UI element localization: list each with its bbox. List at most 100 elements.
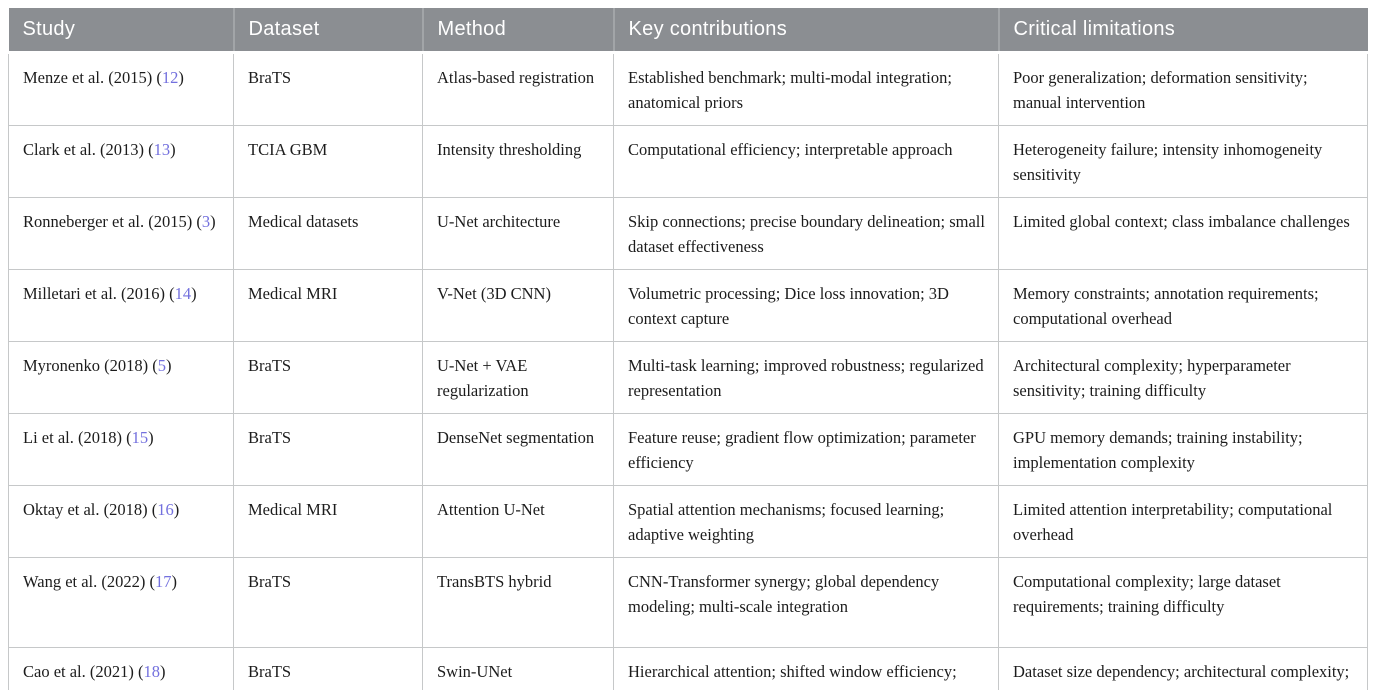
table-row: Wang et al. (2022) (17) BraTS TransBTS h…	[8, 556, 1368, 648]
citation-open-paren: (	[138, 661, 144, 681]
table-row: Cao et al. (2021) (18) BraTS Swin-UNet H…	[8, 646, 1368, 690]
method-cell: Swin-UNet	[422, 646, 614, 690]
citation-close-paren: )	[210, 211, 216, 231]
table-row: Ronneberger et al. (2015) (3) Medical da…	[8, 196, 1368, 270]
column-header-key-contributions: Key contributions	[612, 8, 999, 54]
citation-open-paren: (	[151, 499, 158, 519]
contributions-cell: Spatial attention mechanisms; focused le…	[613, 484, 999, 558]
limitations-cell: Memory constraints; annotation requireme…	[998, 268, 1368, 342]
citation-link[interactable]: 3	[201, 211, 211, 231]
table-row: Clark et al. (2013) (13) TCIA GBM Intens…	[8, 124, 1368, 198]
method-cell: DenseNet segmentation	[422, 412, 614, 486]
citation-close-paren: )	[160, 661, 166, 681]
citation-open-paren: (	[148, 139, 154, 159]
contributions-cell: CNN-Transformer synergy; global dependen…	[613, 556, 999, 648]
dataset-cell: BraTS	[233, 340, 423, 414]
table-body: Menze et al. (2015) (12) BraTS Atlas-bas…	[8, 51, 1368, 690]
dataset-cell: Medical MRI	[233, 268, 423, 342]
method-cell: Attention U-Net	[422, 484, 614, 558]
study-text: Ronneberger et al. (2015)	[23, 211, 193, 231]
limitations-cell: Heterogeneity failure; intensity inhomog…	[998, 124, 1368, 198]
header-row: Study Dataset Method Key contributions C…	[8, 8, 1368, 54]
table-row: Myronenko (2018) (5) BraTS U-Net + VAE r…	[8, 340, 1368, 414]
study-cell: Ronneberger et al. (2015) (3)	[8, 196, 234, 270]
citation-link[interactable]: 17	[155, 571, 172, 591]
column-header-dataset: Dataset	[232, 8, 423, 54]
study-cell: Oktay et al. (2018) (16)	[8, 484, 234, 558]
dataset-cell: Medical datasets	[233, 196, 423, 270]
study-cell: Menze et al. (2015) (12)	[8, 51, 234, 126]
dataset-cell: Medical MRI	[233, 484, 423, 558]
citation-close-paren: )	[148, 427, 154, 447]
table-header: Study Dataset Method Key contributions C…	[8, 8, 1368, 54]
study-cell: Clark et al. (2013) (13)	[8, 124, 234, 198]
citation-open-paren: (	[156, 67, 162, 87]
citation-open-paren: (	[152, 355, 158, 375]
citation-link[interactable]: 13	[153, 139, 171, 159]
citation-link[interactable]: 14	[174, 283, 192, 303]
study-cell: Cao et al. (2021) (18)	[8, 646, 234, 690]
study-cell: Li et al. (2018) (15)	[8, 412, 234, 486]
method-cell: V-Net (3D CNN)	[422, 268, 614, 342]
citation-open-paren: (	[149, 571, 156, 591]
citation-open-paren: (	[169, 283, 175, 303]
citation-close-paren: )	[173, 499, 180, 519]
contributions-cell: Feature reuse; gradient flow optimizatio…	[613, 412, 999, 486]
citation-close-paren: )	[178, 67, 184, 87]
method-cell: Intensity thresholding	[422, 124, 614, 198]
table-row: Li et al. (2018) (15) BraTS DenseNet seg…	[8, 412, 1368, 486]
limitations-cell: Computational complexity; large dataset …	[998, 556, 1368, 648]
citation-link[interactable]: 5	[157, 355, 166, 375]
citation-link[interactable]: 15	[131, 427, 149, 447]
limitations-cell: Limited attention interpretability; comp…	[998, 484, 1368, 558]
contributions-cell: Established benchmark; multi-modal integ…	[613, 51, 999, 126]
study-cell: Myronenko (2018) (5)	[8, 340, 234, 414]
method-cell: U-Net + VAE regularization	[422, 340, 614, 414]
study-cell: Wang et al. (2022) (17)	[8, 556, 234, 648]
table-row: Menze et al. (2015) (12) BraTS Atlas-bas…	[8, 51, 1368, 126]
study-text: Milletari et al. (2016)	[23, 283, 166, 303]
dataset-cell: TCIA GBM	[233, 124, 423, 198]
method-cell: Atlas-based registration	[422, 51, 614, 126]
limitations-cell: GPU memory demands; training instability…	[998, 412, 1368, 486]
study-text: Oktay et al. (2018)	[23, 499, 148, 519]
citation-link[interactable]: 16	[157, 499, 174, 519]
dataset-cell: BraTS	[233, 646, 423, 690]
study-text: Li et al. (2018)	[23, 427, 122, 447]
study-text: Cao et al. (2021)	[23, 661, 134, 681]
table-row: Oktay et al. (2018) (16) Medical MRI Att…	[8, 484, 1368, 558]
method-cell: TransBTS hybrid	[422, 556, 614, 648]
table-row: Milletari et al. (2016) (14) Medical MRI…	[8, 268, 1368, 342]
contributions-cell: Computational efficiency; interpretable …	[613, 124, 999, 198]
limitations-cell: Limited global context; class imbalance …	[998, 196, 1368, 270]
contributions-cell: Multi-task learning; improved robustness…	[613, 340, 999, 414]
study-text: Wang et al. (2022)	[23, 571, 146, 591]
study-text: Clark et al. (2013)	[23, 139, 144, 159]
study-cell: Milletari et al. (2016) (14)	[8, 268, 234, 342]
contributions-cell: Volumetric processing; Dice loss innovat…	[613, 268, 999, 342]
limitations-cell: Poor generalization; deformation sensiti…	[998, 51, 1368, 126]
citation-open-paren: (	[126, 427, 132, 447]
limitations-cell: Architectural complexity; hyperparameter…	[998, 340, 1368, 414]
citation-close-paren: )	[165, 355, 172, 375]
column-header-method: Method	[421, 8, 614, 54]
literature-review-table: Study Dataset Method Key contributions C…	[8, 8, 1368, 690]
dataset-cell: BraTS	[233, 412, 423, 486]
method-cell: U-Net architecture	[422, 196, 614, 270]
column-header-critical-limitations: Critical limitations	[997, 8, 1368, 54]
dataset-cell: BraTS	[233, 51, 423, 126]
citation-close-paren: )	[170, 139, 176, 159]
study-text: Myronenko (2018)	[23, 355, 149, 375]
column-header-study: Study	[8, 8, 234, 54]
study-text: Menze et al. (2015)	[23, 67, 153, 87]
contributions-cell: Skip connections; precise boundary delin…	[613, 196, 999, 270]
limitations-cell: Dataset size dependency; architectural c…	[998, 646, 1368, 690]
citation-close-paren: )	[171, 571, 178, 591]
contributions-cell: Hierarchical attention; shifted window e…	[613, 646, 999, 690]
citation-open-paren: (	[196, 211, 202, 231]
citation-link[interactable]: 12	[161, 67, 179, 87]
citation-close-paren: )	[191, 283, 197, 303]
citation-link[interactable]: 18	[143, 661, 161, 681]
dataset-cell: BraTS	[233, 556, 423, 648]
